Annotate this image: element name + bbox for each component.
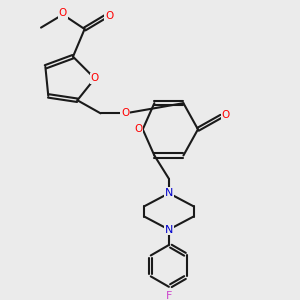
- Text: O: O: [134, 124, 142, 134]
- Text: O: O: [91, 74, 99, 83]
- Text: O: O: [221, 110, 230, 120]
- Text: O: O: [105, 11, 113, 21]
- Text: N: N: [165, 225, 173, 235]
- Text: F: F: [166, 291, 172, 300]
- Text: O: O: [121, 108, 129, 118]
- Text: O: O: [59, 8, 67, 18]
- Text: N: N: [165, 188, 173, 198]
